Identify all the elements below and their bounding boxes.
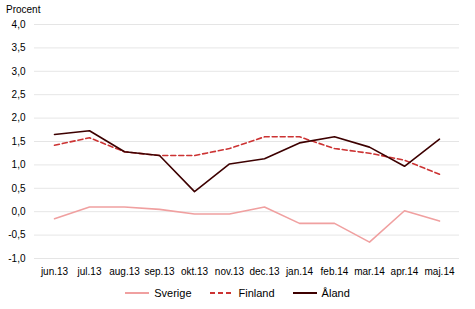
html-text:Åland: Åland (321, 287, 350, 299)
svg-text:0,5: 0,5 (12, 183, 26, 194)
svg-text:dec.13: dec.13 (249, 266, 279, 277)
svg-text:jun.13: jun.13 (40, 266, 69, 277)
svg-text:aug.13: aug.13 (109, 266, 140, 277)
svg-text:0,0: 0,0 (12, 206, 26, 217)
svg-text:-1,0: -1,0 (8, 253, 26, 264)
svg-text:4,0: 4,0 (12, 19, 26, 30)
svg-text:nov.13: nov.13 (215, 266, 245, 277)
svg-text:2,5: 2,5 (12, 89, 26, 100)
svg-text:jul.13: jul.13 (77, 266, 102, 277)
svg-text:3,0: 3,0 (12, 66, 26, 77)
svg-text:apr.14: apr.14 (391, 266, 419, 277)
svg-text:feb.14: feb.14 (321, 266, 349, 277)
svg-text:-0,5: -0,5 (8, 229, 26, 240)
html-text:Sverige: Sverige (154, 287, 192, 299)
svg-text:2,0: 2,0 (12, 112, 26, 123)
svg-text:1,0: 1,0 (12, 159, 26, 170)
svg-text:okt.13: okt.13 (181, 266, 209, 277)
svg-text:maj.14: maj.14 (424, 266, 454, 277)
svg-text:mar.14: mar.14 (354, 266, 385, 277)
html-text:Procent: Procent (6, 4, 41, 15)
html-text:Finland: Finland (238, 287, 275, 299)
svg-text:sep.13: sep.13 (144, 266, 174, 277)
svg-text:jan.14: jan.14 (285, 266, 314, 277)
svg-text:3,5: 3,5 (12, 42, 26, 53)
svg-text:1,5: 1,5 (12, 136, 26, 147)
